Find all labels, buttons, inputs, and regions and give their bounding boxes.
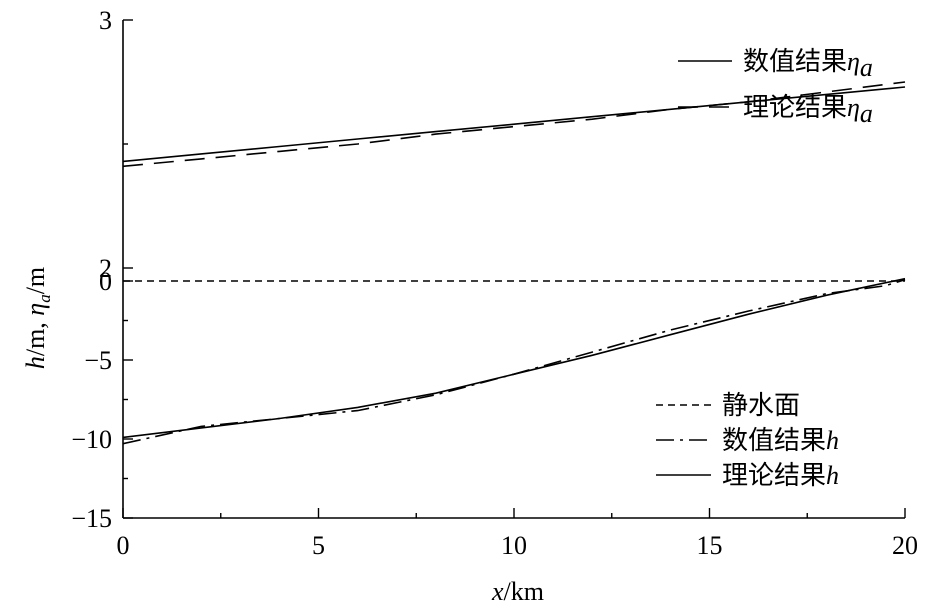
y-tick-label: 2 <box>99 254 112 283</box>
series-h-theoretical <box>122 277 906 439</box>
x-tick-label: 15 <box>697 531 723 560</box>
x-tick-label: 10 <box>501 531 527 560</box>
y-axis-label: h/m, ηa/m <box>21 267 54 369</box>
y-axis-label-eta: η <box>21 303 50 316</box>
x-tick-label: 20 <box>892 531 918 560</box>
legend-top: 数值结果ηa 理论结果ηa <box>678 47 873 128</box>
series-eta-numerical <box>122 86 906 163</box>
y-axis-label-unit: /m <box>21 267 50 294</box>
y-tick-label: −10 <box>71 425 112 454</box>
legend-label-still-water: 静水面 <box>722 391 800 421</box>
series-eta-theoretical <box>122 81 906 168</box>
legend-label-eta-theoretical: 理论结果ηa <box>743 93 873 128</box>
series-layer <box>122 81 906 445</box>
y-tick-label: 0 <box>99 267 112 296</box>
y-tick-label: −15 <box>71 504 112 533</box>
legend-label-eta-numerical: 数值结果ηa <box>743 47 873 82</box>
x-tick-label: 5 <box>312 531 325 560</box>
x-tick-label: 0 <box>117 531 130 560</box>
x-axis-label-var: x <box>491 577 504 606</box>
x-axis-label-unit: /km <box>504 577 544 606</box>
y-axis-label-eta-sub: a <box>35 294 54 303</box>
y-axis-label-h: h <box>21 356 50 369</box>
legend-label-h-theoretical: 理论结果h <box>722 461 839 491</box>
y-tick-label: 3 <box>99 6 112 35</box>
legend-label-h-numerical: 数值结果h <box>722 426 839 456</box>
x-axis-label: x/km <box>491 577 544 606</box>
y-tick-label: −5 <box>84 346 112 375</box>
y-axis-label-sep: /m, <box>21 316 50 356</box>
